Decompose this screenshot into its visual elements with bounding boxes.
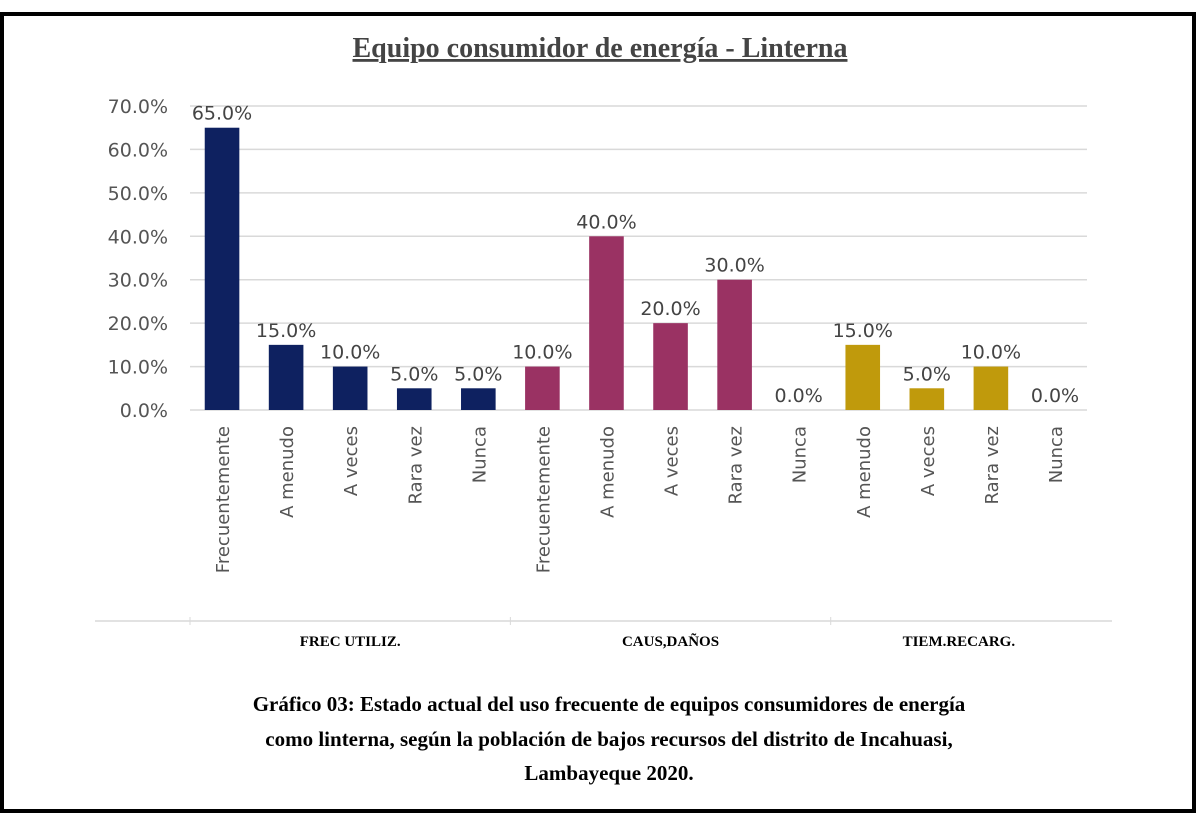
frame	[0, 12, 1196, 813]
x-tick-label: Frecuentemente	[533, 426, 554, 573]
x-tick-label: A veces	[341, 426, 362, 496]
bar	[332, 366, 368, 410]
x-tick-label: Nunca	[469, 426, 490, 483]
group-label: CAUS,DAÑOS	[622, 632, 719, 650]
caption-line: Lambayeque 2020.	[524, 761, 693, 785]
value-label: 0.0%	[775, 385, 823, 407]
x-tick-label: A veces	[918, 426, 939, 496]
y-tick-label: 40.0%	[108, 226, 168, 248]
bar	[589, 236, 624, 410]
bar	[717, 279, 752, 410]
y-tick-label: 0.0%	[120, 400, 168, 422]
y-tick-label: 30.0%	[108, 270, 168, 292]
x-tick-label: Rara vez	[982, 426, 1003, 504]
bar	[653, 323, 688, 410]
y-tick-label: 20.0%	[108, 313, 168, 335]
bar	[909, 388, 945, 410]
bar	[396, 388, 432, 410]
value-label: 10.0%	[512, 342, 572, 364]
value-label: 15.0%	[256, 320, 316, 342]
x-tick-label: A menudo	[277, 426, 298, 518]
caption-line: como linterna, según la población de baj…	[265, 727, 952, 751]
y-tick-label: 50.0%	[108, 183, 168, 205]
x-tick-label: Rara vez	[726, 426, 747, 504]
bar	[268, 344, 304, 410]
y-tick-label: 70.0%	[108, 96, 168, 118]
x-tick-label: Frecuentemente	[213, 426, 234, 573]
bar	[204, 127, 240, 410]
x-tick-label: Rara vez	[405, 426, 426, 504]
chart-title: Equipo consumidor de energía - Linterna	[353, 33, 848, 64]
bar	[461, 388, 496, 410]
x-tick-label: A menudo	[597, 426, 618, 518]
value-label: 5.0%	[390, 363, 438, 385]
value-label: 30.0%	[704, 255, 764, 277]
value-label: 5.0%	[454, 363, 502, 385]
y-tick-label: 10.0%	[108, 357, 168, 379]
bar	[845, 344, 881, 410]
group-label: TIEM.RECARG.	[903, 634, 1016, 650]
x-tick-label: A veces	[662, 426, 683, 496]
x-tick-label: Nunca	[1046, 426, 1067, 483]
bar	[973, 366, 1009, 410]
group-label: FREC UTILIZ.	[300, 634, 401, 650]
value-label: 15.0%	[833, 320, 893, 342]
value-label: 65.0%	[192, 103, 252, 125]
x-tick-label: Nunca	[790, 426, 811, 483]
caption-line: Gráfico 03: Estado actual del uso frecue…	[253, 692, 966, 716]
value-label: 0.0%	[1031, 385, 1079, 407]
y-tick-label: 60.0%	[108, 139, 168, 161]
value-label: 5.0%	[903, 363, 951, 385]
value-label: 20.0%	[640, 298, 700, 320]
x-tick-label: A menudo	[854, 426, 875, 518]
value-label: 40.0%	[576, 211, 636, 233]
bar	[525, 366, 560, 410]
value-label: 10.0%	[320, 342, 380, 364]
value-label: 10.0%	[961, 342, 1021, 364]
